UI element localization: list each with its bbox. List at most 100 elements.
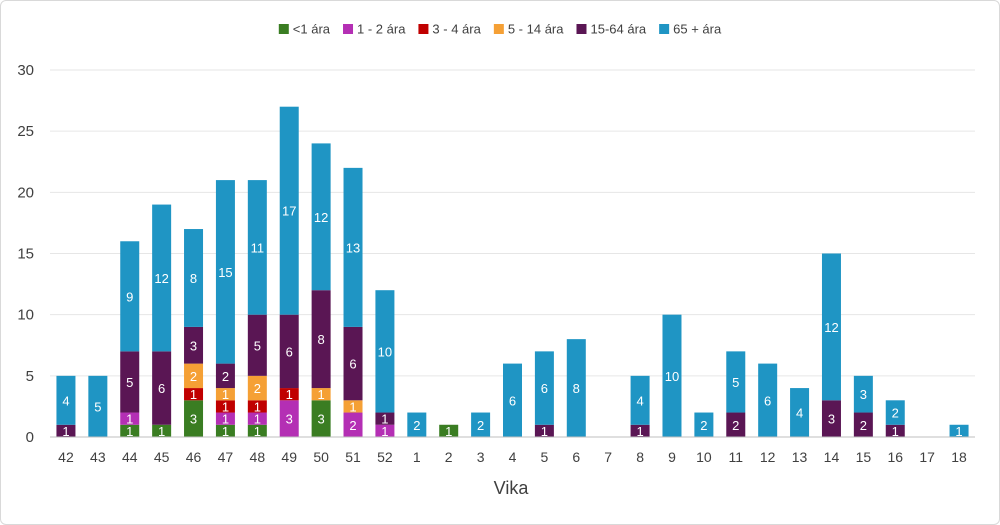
data-label: 1: [254, 399, 261, 414]
bar-segment: [630, 375, 650, 425]
bar-segment: [375, 290, 395, 413]
bar-segment: [56, 375, 76, 425]
legend-swatch: [278, 24, 289, 34]
bar-segment: [120, 412, 140, 425]
data-label: 11: [251, 240, 265, 255]
bar-segment: [215, 180, 235, 364]
bar-segment: [184, 229, 204, 327]
x-tick-label: 45: [154, 449, 170, 465]
bar-segment: [375, 424, 395, 437]
x-tick-label: 47: [218, 449, 234, 465]
x-tick-label: 4: [509, 449, 517, 465]
x-tick-label: 12: [760, 449, 776, 465]
legend-label: 1 - 2 ára: [357, 22, 406, 37]
x-tick-label: 11: [729, 449, 744, 465]
x-tick-label: 10: [696, 449, 712, 465]
legend-swatch: [343, 24, 354, 34]
data-label: 5: [732, 375, 739, 390]
x-tick-label: 2: [445, 449, 453, 465]
x-tick-label: 15: [856, 449, 872, 465]
x-tick-label: 5: [540, 449, 548, 465]
bar-segment: [247, 180, 267, 315]
x-tick-label: 16: [887, 449, 903, 465]
legend-swatch: [659, 24, 670, 34]
x-tick-label: 17: [919, 449, 935, 465]
legend-label: 5 - 14 ára: [508, 22, 564, 37]
x-tick-label: 6: [572, 449, 580, 465]
data-label: 6: [286, 344, 293, 359]
data-label: 5: [254, 338, 261, 353]
x-tick-label: 1: [413, 449, 421, 465]
data-label: 1: [222, 412, 229, 427]
bar-segment: [726, 351, 746, 413]
data-label: 3: [190, 338, 197, 353]
bar-segment: [152, 351, 172, 425]
bar-segment: [885, 424, 905, 437]
data-label: 3: [860, 387, 867, 402]
data-label: 15: [218, 265, 232, 280]
data-label: 2: [413, 418, 420, 433]
legend-label: 15-64 ára: [590, 22, 646, 37]
bar-segment: [375, 412, 395, 425]
data-label: 6: [158, 381, 165, 396]
bar-segment: [215, 400, 235, 413]
bar-segment: [821, 400, 841, 437]
bar-segment: [503, 363, 522, 437]
y-tick-label: 20: [17, 184, 34, 201]
legend-label: <1 ára: [293, 22, 331, 37]
y-tick-label: 0: [26, 429, 34, 446]
bar-segment: [439, 424, 459, 437]
data-label: 12: [824, 320, 838, 335]
x-tick-label: 44: [122, 449, 138, 465]
bar-segment: [184, 388, 204, 401]
data-label: 2: [892, 406, 899, 421]
data-label: 1: [222, 424, 229, 439]
data-label: 3: [318, 412, 325, 427]
data-label: 10: [378, 344, 392, 359]
data-label: 1: [381, 424, 388, 439]
x-tick-label: 43: [90, 449, 106, 465]
data-label: 3: [828, 412, 835, 427]
bar-segment: [279, 388, 299, 401]
x-axis-label: Vika: [494, 478, 530, 498]
bar-segment: [184, 363, 204, 389]
data-label: 13: [346, 240, 360, 255]
bar-segment: [853, 412, 873, 437]
bar-segment: [215, 388, 235, 401]
data-label: 5: [94, 399, 101, 414]
bar-segment: [311, 400, 331, 437]
bar-segment: [184, 400, 204, 437]
data-label: 1: [541, 424, 548, 439]
legend-swatch: [418, 24, 429, 34]
bar-segment: [184, 326, 204, 364]
bar-segment: [566, 339, 586, 437]
data-label: 1: [445, 424, 452, 439]
y-tick-label: 15: [17, 246, 34, 263]
bars: 14 51159161231238111121511125113161731812…: [56, 106, 969, 439]
bar-segment: [215, 424, 235, 437]
x-tick-label: 7: [604, 449, 612, 465]
data-label: 1: [254, 412, 261, 427]
data-label: 1: [158, 424, 165, 439]
bar-segment: [247, 314, 267, 376]
data-label: 5: [126, 375, 133, 390]
bar-segment: [343, 412, 363, 437]
legend-swatch: [493, 24, 504, 34]
legend-label: 3 - 4 ára: [432, 22, 481, 37]
data-label: 4: [62, 393, 69, 408]
x-tick-label: 50: [313, 449, 329, 465]
legend-swatch: [576, 24, 587, 34]
bar-segment: [247, 375, 267, 401]
bar-segment: [311, 143, 331, 291]
data-label: 9: [126, 289, 133, 304]
data-label: 8: [190, 271, 197, 286]
bar-segment: [662, 314, 682, 437]
data-label: 4: [796, 406, 803, 421]
bar-segment: [407, 412, 427, 437]
data-label: 2: [477, 418, 484, 433]
data-label: 4: [636, 393, 643, 408]
bar-segment: [279, 314, 299, 389]
x-tick-label: 13: [792, 449, 808, 465]
gridlines: [50, 69, 975, 377]
